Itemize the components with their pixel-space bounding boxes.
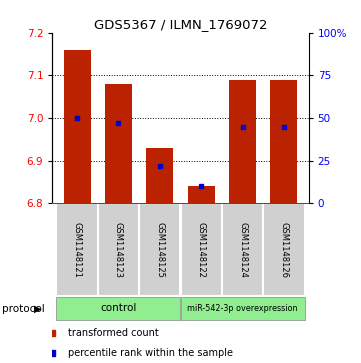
Text: control: control <box>100 303 137 313</box>
Text: GSM1148125: GSM1148125 <box>155 222 164 277</box>
Text: GSM1148121: GSM1148121 <box>73 222 82 277</box>
Text: GSM1148124: GSM1148124 <box>238 222 247 277</box>
Bar <box>147 148 173 203</box>
Text: GSM1148126: GSM1148126 <box>279 221 288 278</box>
Text: transformed count: transformed count <box>68 328 158 338</box>
Title: GDS5367 / ILMN_1769072: GDS5367 / ILMN_1769072 <box>94 19 267 32</box>
Bar <box>222 203 263 296</box>
Bar <box>263 203 305 296</box>
Bar <box>98 203 139 296</box>
Text: GSM1148122: GSM1148122 <box>197 222 206 277</box>
Bar <box>105 84 132 203</box>
Bar <box>64 50 91 203</box>
Bar <box>180 297 305 320</box>
Bar <box>229 79 256 203</box>
Text: percentile rank within the sample: percentile rank within the sample <box>68 347 233 358</box>
Text: miR-542-3p overexpression: miR-542-3p overexpression <box>187 303 298 313</box>
Text: protocol: protocol <box>2 303 44 314</box>
Bar <box>188 186 214 203</box>
Bar <box>139 203 180 296</box>
Text: GSM1148123: GSM1148123 <box>114 221 123 278</box>
Text: ▶: ▶ <box>34 303 41 314</box>
Bar <box>56 297 180 320</box>
Bar <box>180 203 222 296</box>
Bar <box>270 79 297 203</box>
Bar <box>56 203 98 296</box>
